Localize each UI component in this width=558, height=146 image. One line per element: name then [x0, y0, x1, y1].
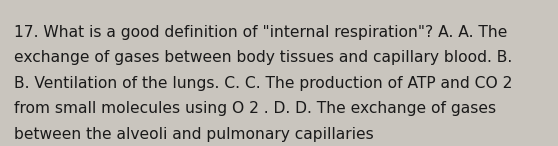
Text: from small molecules using O 2 . D. D. The exchange of gases: from small molecules using O 2 . D. D. T…	[14, 101, 496, 117]
Text: 17. What is a good definition of "internal respiration"? A. A. The: 17. What is a good definition of "intern…	[14, 25, 507, 40]
Text: exchange of gases between body tissues and capillary blood. B.: exchange of gases between body tissues a…	[14, 50, 512, 65]
Text: B. Ventilation of the lungs. C. C. The production of ATP and CO 2: B. Ventilation of the lungs. C. C. The p…	[14, 76, 512, 91]
Text: between the alveoli and pulmonary capillaries: between the alveoli and pulmonary capill…	[14, 127, 374, 142]
